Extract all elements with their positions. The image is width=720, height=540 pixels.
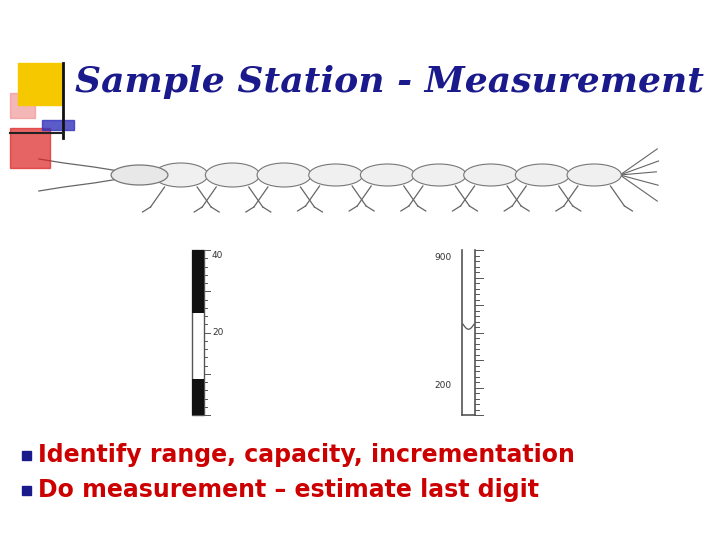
Bar [192,250,204,415]
Bar [192,250,204,313]
Ellipse shape [309,164,363,186]
Text: 20: 20 [212,328,223,337]
Text: 200: 200 [434,381,451,390]
Bar [10,128,50,168]
Bar [18,63,63,105]
Ellipse shape [153,163,208,187]
Bar [22,450,31,460]
Text: Sample Station - Measurement: Sample Station - Measurement [75,65,704,99]
Ellipse shape [257,163,311,187]
Text: 40: 40 [212,251,223,260]
Text: 900: 900 [434,253,451,262]
Ellipse shape [361,164,415,186]
Ellipse shape [516,164,570,186]
Ellipse shape [111,165,168,185]
Ellipse shape [205,163,260,187]
Bar [10,93,35,118]
Bar [192,379,204,415]
Bar [22,485,31,495]
Ellipse shape [567,164,621,186]
Text: Identify range, capacity, incrementation: Identify range, capacity, incrementation [38,443,575,467]
Ellipse shape [464,164,518,186]
Ellipse shape [412,164,467,186]
Text: Do measurement – estimate last digit: Do measurement – estimate last digit [38,478,539,502]
Bar [42,120,74,130]
